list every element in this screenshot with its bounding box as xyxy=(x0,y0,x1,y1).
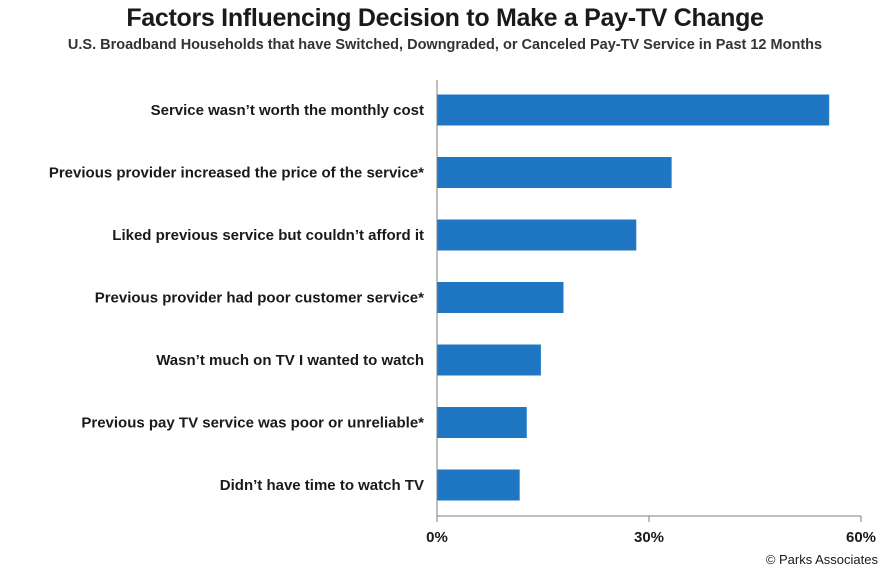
category-label-4: Previous provider had poor customer serv… xyxy=(95,290,424,307)
category-labels-group: Service wasn’t worth the monthly cost Pre… xyxy=(49,102,424,494)
x-tick-label-2: 30% xyxy=(634,529,664,546)
category-label-3: Liked previous service but couldn’t affo… xyxy=(112,227,424,244)
x-tick-label-3: 60% xyxy=(846,529,876,546)
chart-subtitle: U.S. Broadband Households that have Swit… xyxy=(67,37,823,53)
category-label-6: Previous pay TV service was poor or unre… xyxy=(81,415,424,432)
bar-5 xyxy=(437,344,541,376)
chart-title: Factors Influencing Decision to Make a P… xyxy=(126,4,764,32)
category-label-1: Service wasn’t worth the monthly cost xyxy=(151,102,424,119)
bar-7 xyxy=(437,469,520,501)
bar-6 xyxy=(437,407,527,438)
category-label-5: Wasn’t much on TV I wanted to watch xyxy=(156,352,424,369)
copyright-notice: © Parks Associates xyxy=(765,552,878,567)
x-axis: 0% 30% 60% xyxy=(426,80,876,546)
bar-1 xyxy=(437,94,830,126)
bar-2 xyxy=(437,157,672,188)
bar-4 xyxy=(437,282,564,313)
bars-group xyxy=(437,94,830,501)
bar-3 xyxy=(437,219,637,251)
category-label-2: Previous provider increased the price of… xyxy=(49,165,424,182)
x-tick-label-1: 0% xyxy=(426,529,448,546)
category-label-7: Didn’t have time to watch TV xyxy=(220,477,424,494)
